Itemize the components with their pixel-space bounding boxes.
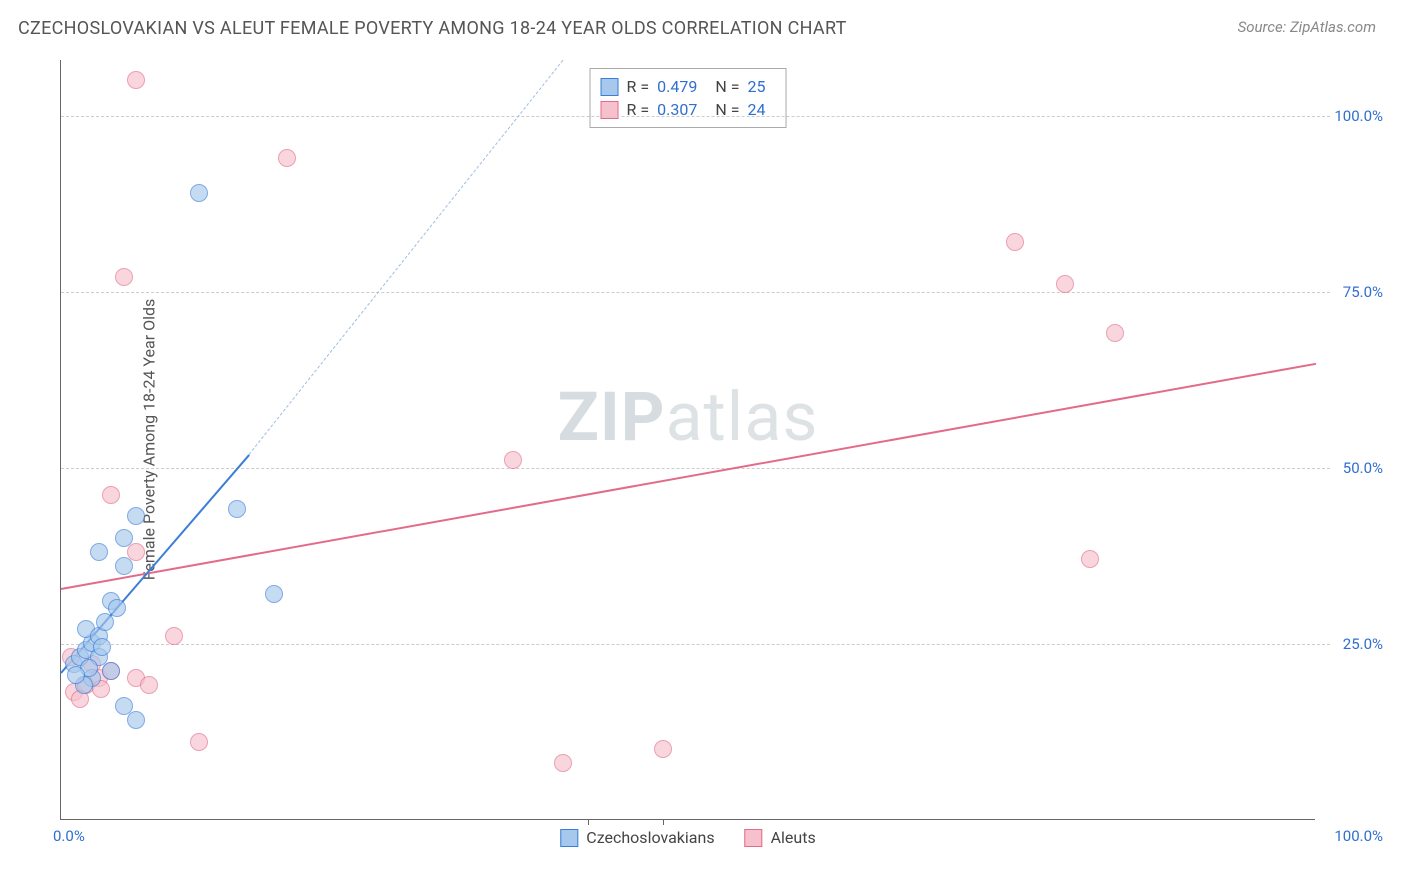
legend-label-aleut: Aleuts [771, 828, 816, 847]
scatter-point-czech [90, 543, 108, 561]
legend-item-aleut: Aleuts [745, 828, 816, 847]
chart-title: CZECHOSLOVAKIAN VS ALEUT FEMALE POVERTY … [18, 18, 847, 39]
r-value-czech: 0.479 [657, 77, 697, 96]
scatter-point-aleut [278, 149, 296, 167]
scatter-point-aleut [1106, 324, 1124, 342]
scatter-point-aleut [554, 754, 572, 772]
swatch-czech [560, 829, 578, 847]
plot-area: ZIPatlas R = 0.479 N = 25 R = 0.307 N = … [60, 60, 1315, 820]
y-tick-label: 25.0% [1343, 635, 1383, 653]
scatter-point-aleut [115, 268, 133, 286]
stats-legend: R = 0.479 N = 25 R = 0.307 N = 24 [590, 68, 787, 128]
scatter-point-czech [67, 666, 85, 684]
gridline [61, 116, 1330, 117]
scatter-point-aleut [504, 451, 522, 469]
scatter-point-czech [102, 662, 120, 680]
gridline [61, 292, 1330, 293]
y-tick-label: 75.0% [1343, 283, 1383, 301]
y-tick-label: 50.0% [1343, 459, 1383, 477]
scatter-point-aleut [140, 676, 158, 694]
scatter-point-aleut [127, 71, 145, 89]
n-label: N = [715, 77, 739, 96]
scatter-point-aleut [102, 486, 120, 504]
scatter-point-aleut [165, 627, 183, 645]
gridline [61, 468, 1330, 469]
r-label: R = [627, 77, 650, 96]
watermark: ZIPatlas [558, 377, 819, 457]
legend-item-czech: Czechoslovakians [560, 828, 714, 847]
scatter-point-czech [93, 638, 111, 656]
x-tick [588, 819, 589, 825]
scatter-point-aleut [654, 740, 672, 758]
scatter-point-aleut [1006, 233, 1024, 251]
scatter-point-czech [115, 557, 133, 575]
scatter-point-czech [96, 613, 114, 631]
x-tick [663, 819, 664, 825]
scatter-point-czech [190, 184, 208, 202]
scatter-point-aleut [127, 543, 145, 561]
source-label: Source: ZipAtlas.com [1238, 18, 1376, 39]
legend-label-czech: Czechoslovakians [586, 828, 714, 847]
scatter-point-czech [228, 500, 246, 518]
scatter-point-czech [115, 529, 133, 547]
scatter-point-czech [127, 507, 145, 525]
scatter-point-czech [127, 711, 145, 729]
scatter-point-aleut [1081, 550, 1099, 568]
gridline [61, 644, 1330, 645]
swatch-czech [601, 78, 619, 96]
scatter-point-czech [265, 585, 283, 603]
stats-row-aleut: R = 0.307 N = 24 [601, 98, 776, 121]
trend-line [249, 60, 564, 455]
x-tick-label-right: 100.0% [1334, 827, 1383, 845]
trend-line [61, 363, 1316, 590]
y-tick-label: 100.0% [1334, 107, 1383, 125]
scatter-point-czech [108, 599, 126, 617]
swatch-aleut [745, 829, 763, 847]
x-tick-label-left: 0.0% [53, 827, 85, 845]
stats-row-czech: R = 0.479 N = 25 [601, 75, 776, 98]
bottom-legend: Czechoslovakians Aleuts [560, 828, 815, 847]
chart-container: Female Poverty Among 18-24 Year Olds ZIP… [18, 50, 1388, 880]
n-value-czech: 25 [747, 77, 765, 96]
scatter-point-aleut [1056, 275, 1074, 293]
scatter-point-aleut [190, 733, 208, 751]
